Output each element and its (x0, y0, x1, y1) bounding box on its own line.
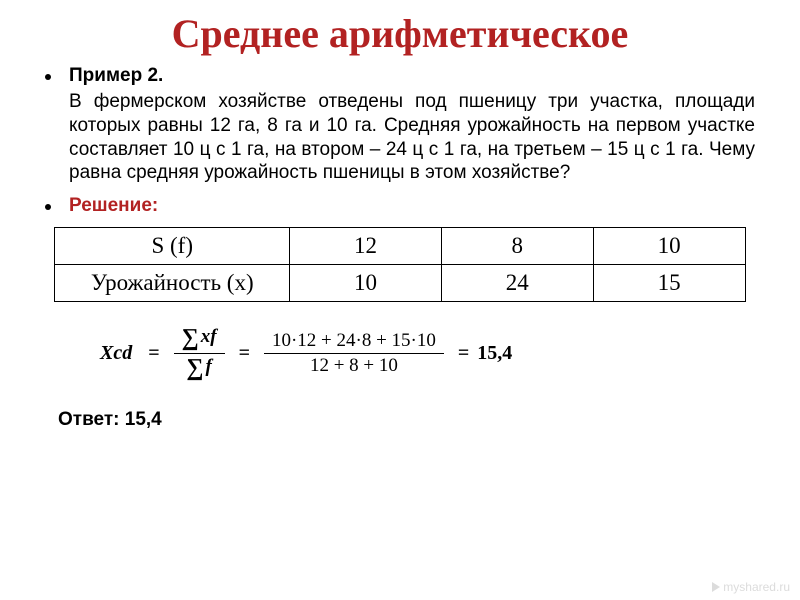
table-cell: 24 (441, 265, 593, 302)
sigma-icon: ∑ (186, 355, 203, 381)
table-cell: 10 (290, 265, 442, 302)
row-head: S (f) (55, 228, 290, 265)
table-cell: 15 (593, 265, 745, 302)
table-cell: 12 (290, 228, 442, 265)
calc-numerator: 10·12 + 24·8 + 15·10 (264, 329, 444, 354)
data-table: S (f) 12 8 10 Урожайность (x) 10 24 15 (54, 227, 745, 302)
slide-title: Среднее арифметическое (40, 10, 760, 57)
formula-lhs: Xcd (100, 342, 132, 365)
play-icon (712, 582, 720, 592)
sigma-num: xf (201, 326, 217, 347)
bullet-icon (45, 204, 51, 210)
calc-denominator: 12 + 8 + 10 (302, 354, 406, 378)
problem-text: В фермерском хозяйстве отведены под пшен… (69, 90, 755, 185)
solution-row: Решение: (40, 195, 760, 217)
table-row: Урожайность (x) 10 24 15 (55, 265, 745, 302)
example-label: Пример 2. (69, 65, 163, 87)
equals-sign: = (458, 342, 469, 365)
example-row: Пример 2. (40, 65, 760, 87)
answer-line: Ответ: 15,4 (58, 409, 760, 431)
answer-label: Ответ: (58, 409, 119, 430)
row-head: Урожайность (x) (55, 265, 290, 302)
watermark-text: myshared.ru (723, 580, 790, 594)
table-cell: 10 (593, 228, 745, 265)
solution-label: Решение: (69, 195, 158, 217)
calc-fraction: 10·12 + 24·8 + 15·10 12 + 8 + 10 (264, 329, 444, 378)
sigma-fraction: ∑xf ∑f (174, 324, 225, 383)
equals-sign: = (239, 342, 250, 365)
formula: Xcd = ∑xf ∑f = 10·12 + 24·8 + 15·10 12 +… (100, 324, 760, 383)
bullet-icon (45, 74, 51, 80)
watermark: myshared.ru (712, 580, 790, 594)
formula-result: 15,4 (477, 342, 512, 365)
table-row: S (f) 12 8 10 (55, 228, 745, 265)
equals-sign: = (148, 342, 159, 365)
table-cell: 8 (441, 228, 593, 265)
sigma-den: f (205, 356, 211, 377)
sigma-icon: ∑ (182, 325, 199, 351)
answer-value: 15,4 (125, 409, 162, 430)
